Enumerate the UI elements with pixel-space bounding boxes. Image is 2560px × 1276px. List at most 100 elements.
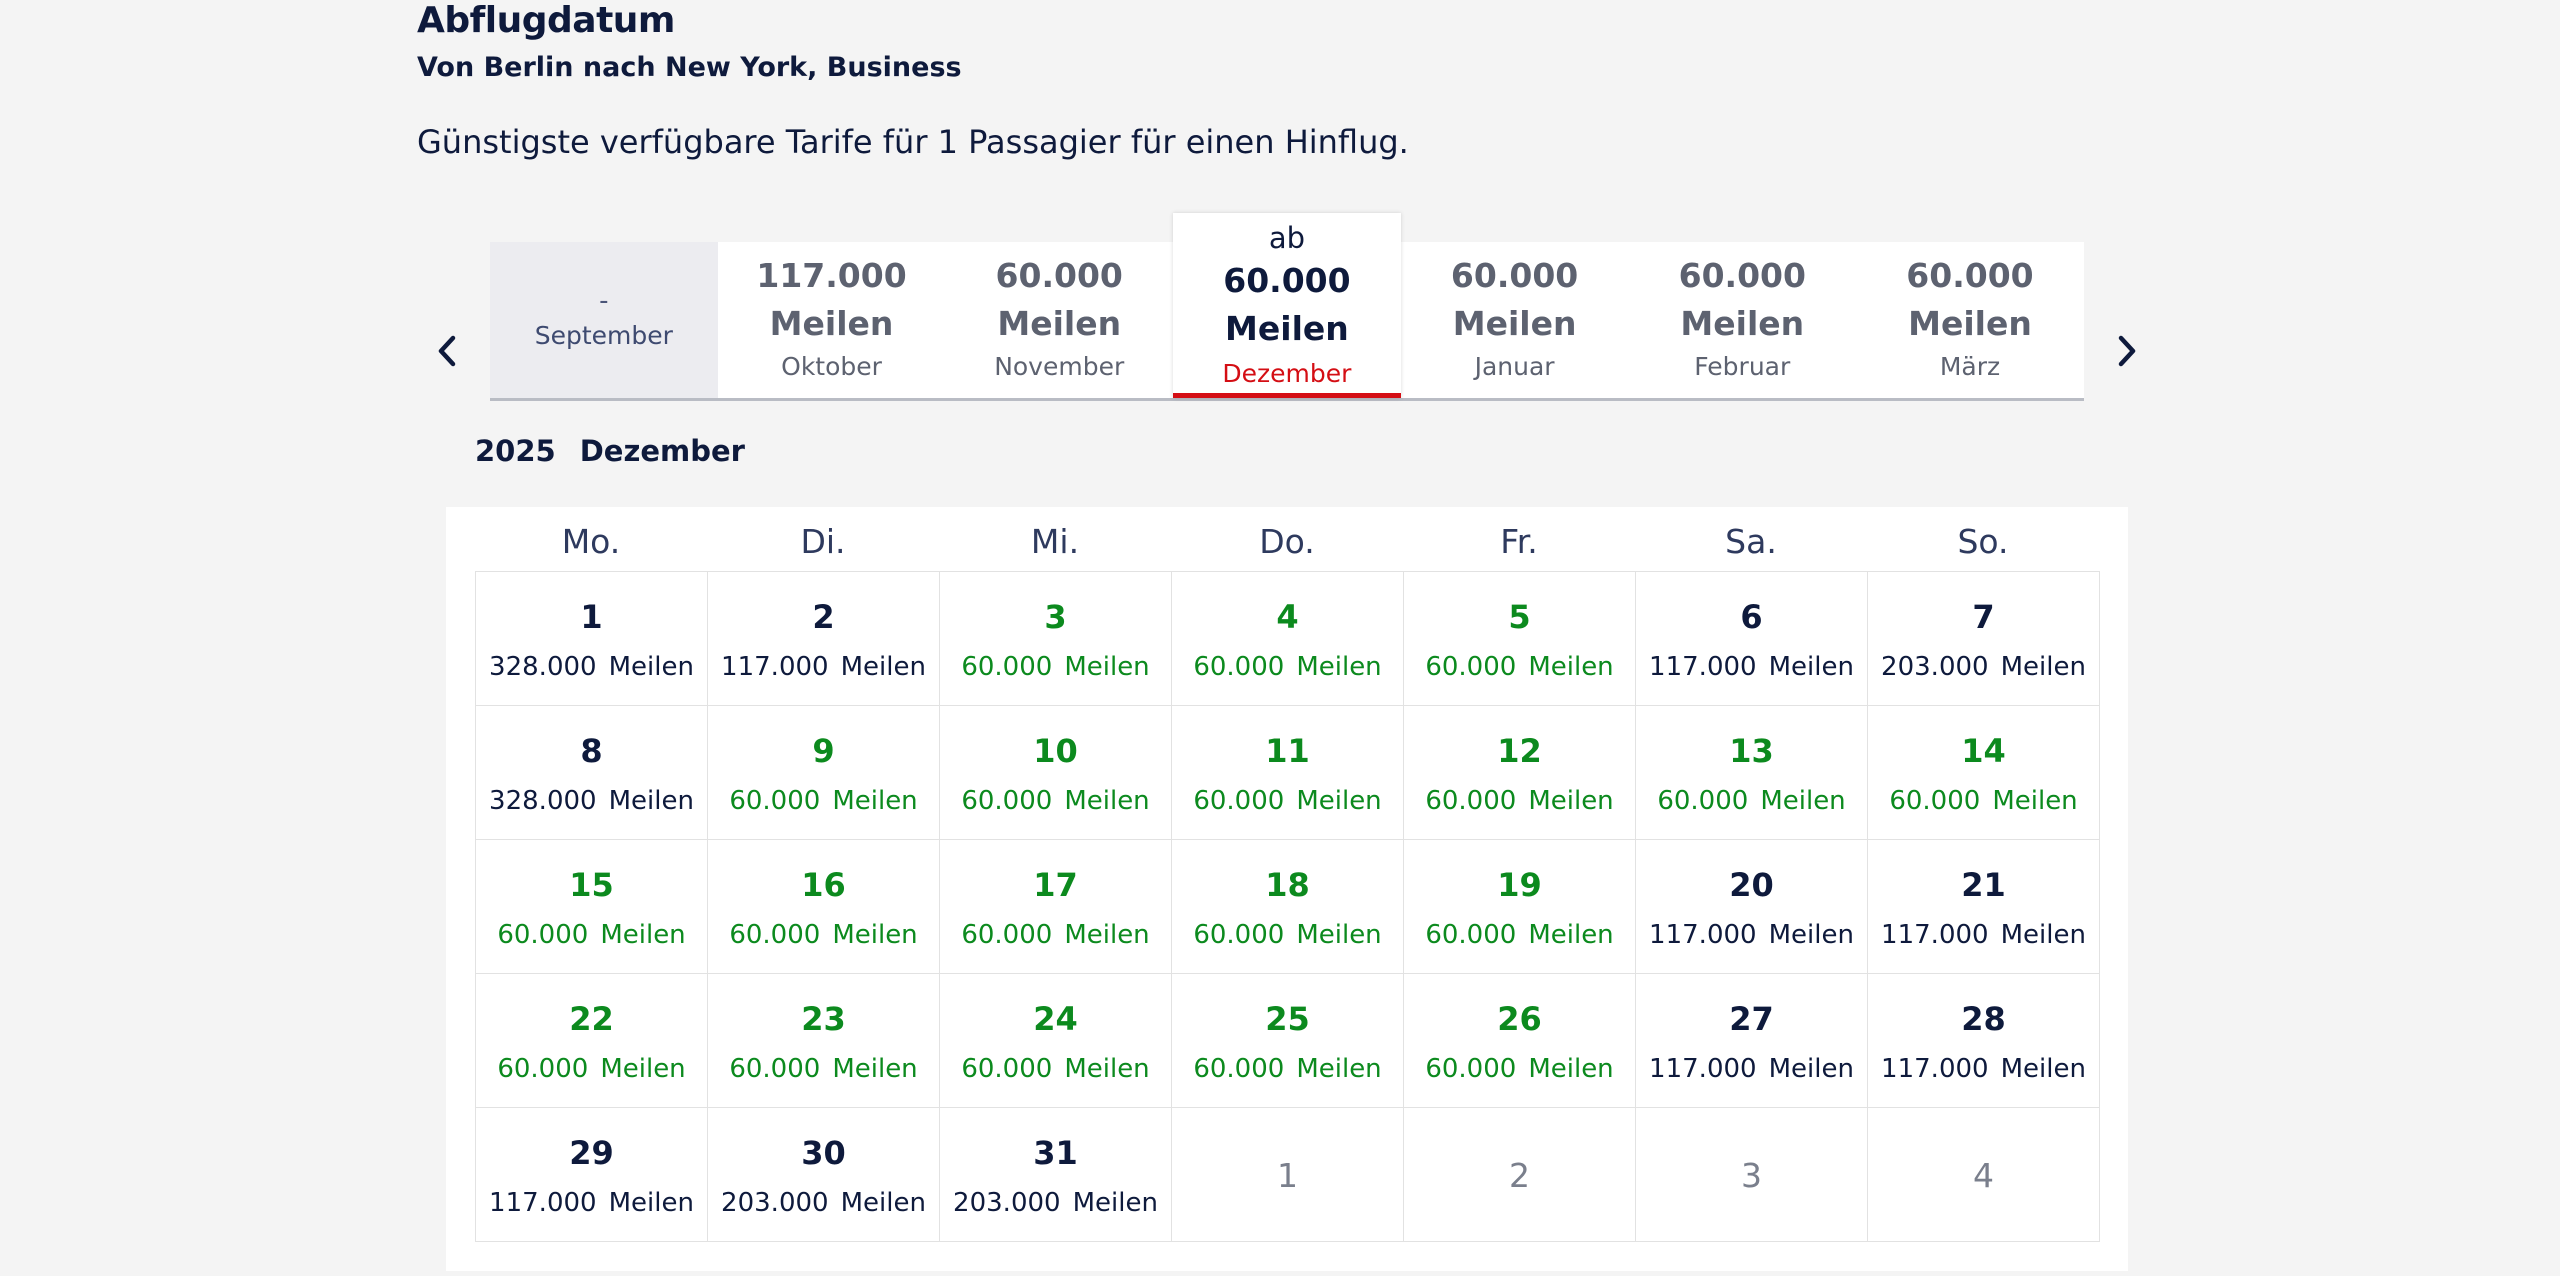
- month-name: Oktober: [781, 352, 882, 381]
- route-subtitle: Von Berlin nach New York, Business: [417, 52, 962, 83]
- weekday-label: Mo.: [561, 522, 621, 561]
- month-tab-oktober[interactable]: 117.000 Meilen Oktober: [718, 242, 946, 398]
- calendar-day-cell[interactable]: 21 117.000 Meilen: [1868, 840, 2100, 974]
- calendar-day-cell[interactable]: 11 60.000 Meilen: [1172, 706, 1404, 840]
- day-price-unit: Meilen: [2000, 652, 2086, 682]
- month-tab-februar[interactable]: 60.000 Meilen Februar: [1628, 242, 1856, 398]
- calendar-day-cell[interactable]: 1 328.000 Meilen: [476, 572, 708, 706]
- day-price-unit: Meilen: [1992, 786, 2078, 816]
- calendar-day-cell[interactable]: 10 60.000 Meilen: [940, 706, 1172, 840]
- weekday-label: Di.: [800, 522, 846, 561]
- calendar-day-cell[interactable]: 29 117.000 Meilen: [476, 1108, 708, 1242]
- calendar-day-cell[interactable]: 7 203.000 Meilen: [1868, 572, 2100, 706]
- next-months-button[interactable]: [2112, 331, 2142, 371]
- calendar-grid: 1 328.000 Meilen 2 117.000 Meilen 3 60.000 Meile…: [475, 571, 2100, 1242]
- calendar-day-cell[interactable]: 28 117.000 Meilen: [1868, 974, 2100, 1108]
- day-number: 13: [1729, 732, 1774, 770]
- calendar-day-cell[interactable]: 8 328.000 Meilen: [476, 706, 708, 840]
- calendar-day-cell[interactable]: 22 60.000 Meilen: [476, 974, 708, 1108]
- month-tab-januar[interactable]: 60.000 Meilen Januar: [1401, 242, 1629, 398]
- month-name: Dezember: [1222, 359, 1352, 388]
- day-price-unit: Meilen: [832, 1054, 918, 1084]
- day-number: 22: [569, 1000, 614, 1038]
- day-price-unit: Meilen: [2000, 920, 2086, 950]
- day-price-value: 60.000: [729, 920, 821, 950]
- day-price: 60.000 Meilen: [1404, 786, 1635, 816]
- day-price: 60.000 Meilen: [708, 1054, 939, 1084]
- day-price: 60.000 Meilen: [940, 786, 1171, 816]
- calendar-day-cell[interactable]: 27 117.000 Meilen: [1636, 974, 1868, 1108]
- calendar-day-cell[interactable]: 30 203.000 Meilen: [708, 1108, 940, 1242]
- month-price-unit: Meilen: [997, 304, 1122, 343]
- chevron-left-icon: [438, 335, 456, 367]
- calendar-day-cell[interactable]: 5 60.000 Meilen: [1404, 572, 1636, 706]
- day-price: 60.000 Meilen: [940, 1054, 1171, 1084]
- next-month-day-cell: 1: [1172, 1108, 1404, 1242]
- day-price: 60.000 Meilen: [1404, 1054, 1635, 1084]
- day-price-value: 60.000: [1193, 652, 1285, 682]
- month-name: März: [1939, 352, 2001, 381]
- calendar-day-cell[interactable]: 19 60.000 Meilen: [1404, 840, 1636, 974]
- day-price-unit: Meilen: [832, 786, 918, 816]
- day-price-value: 60.000: [1889, 786, 1981, 816]
- day-price-value: 60.000: [961, 786, 1053, 816]
- calendar-day-cell[interactable]: 2 117.000 Meilen: [708, 572, 940, 706]
- calendar-day-cell[interactable]: 14 60.000 Meilen: [1868, 706, 2100, 840]
- calendar-year: 2025: [475, 434, 556, 468]
- day-number: 27: [1729, 1000, 1774, 1038]
- day-number: 29: [569, 1134, 614, 1172]
- calendar-day-cell[interactable]: 9 60.000 Meilen: [708, 706, 940, 840]
- day-price: 60.000 Meilen: [1868, 786, 2099, 816]
- calendar-day-cell[interactable]: 12 60.000 Meilen: [1404, 706, 1636, 840]
- calendar-day-cell[interactable]: 24 60.000 Meilen: [940, 974, 1172, 1108]
- day-price-value: 60.000: [961, 920, 1053, 950]
- calendar-day-cell[interactable]: 4 60.000 Meilen: [1172, 572, 1404, 706]
- calendar-day-cell[interactable]: 3 60.000 Meilen: [940, 572, 1172, 706]
- month-price: 60.000: [1678, 256, 1806, 295]
- calendar-day-cell[interactable]: 16 60.000 Meilen: [708, 840, 940, 974]
- day-price: 117.000 Meilen: [708, 652, 939, 682]
- day-price: 60.000 Meilen: [708, 786, 939, 816]
- day-price-value: 60.000: [1425, 786, 1517, 816]
- previous-months-button[interactable]: [432, 331, 462, 371]
- calendar-day-cell[interactable]: 31 203.000 Meilen: [940, 1108, 1172, 1242]
- day-price-value: 117.000: [721, 652, 829, 682]
- day-price-unit: Meilen: [1528, 786, 1614, 816]
- month-tab-maerz[interactable]: 60.000 Meilen März: [1856, 242, 2084, 398]
- day-number: 12: [1497, 732, 1542, 770]
- day-price-value: 60.000: [497, 920, 589, 950]
- calendar-day-cell[interactable]: 23 60.000 Meilen: [708, 974, 940, 1108]
- day-price-unit: Meilen: [1768, 920, 1854, 950]
- month-price: -: [599, 286, 609, 316]
- day-price-unit: Meilen: [1296, 920, 1382, 950]
- month-tab-november[interactable]: 60.000 Meilen November: [945, 242, 1173, 398]
- day-price-unit: Meilen: [1296, 1054, 1382, 1084]
- weekday-label: So.: [1957, 522, 2009, 561]
- day-number: 10: [1033, 732, 1078, 770]
- day-number: 30: [801, 1134, 846, 1172]
- day-number: 17: [1033, 866, 1078, 904]
- month-price-unit: Meilen: [1908, 304, 2032, 343]
- month-name: Januar: [1474, 352, 1555, 381]
- day-price: 60.000 Meilen: [1172, 786, 1403, 816]
- day-number: 31: [1033, 1134, 1078, 1172]
- day-price-unit: Meilen: [1768, 652, 1854, 682]
- day-price: 60.000 Meilen: [476, 920, 707, 950]
- day-price-unit: Meilen: [600, 920, 686, 950]
- calendar-day-cell[interactable]: 26 60.000 Meilen: [1404, 974, 1636, 1108]
- day-number: 1: [580, 598, 603, 636]
- month-tab-dezember[interactable]: ab 60.000 Meilen Dezember: [1173, 213, 1401, 398]
- day-number: 7: [1972, 598, 1995, 636]
- calendar-day-cell[interactable]: 18 60.000 Meilen: [1172, 840, 1404, 974]
- calendar-panel: [446, 507, 2128, 1271]
- calendar-day-cell[interactable]: 20 117.000 Meilen: [1636, 840, 1868, 974]
- month-price: 60.000: [995, 256, 1123, 295]
- day-price-value: 117.000: [1881, 920, 1989, 950]
- calendar-day-cell[interactable]: 15 60.000 Meilen: [476, 840, 708, 974]
- calendar-day-cell[interactable]: 13 60.000 Meilen: [1636, 706, 1868, 840]
- month-price-unit: Meilen: [1680, 304, 1805, 343]
- calendar-day-cell[interactable]: 25 60.000 Meilen: [1172, 974, 1404, 1108]
- calendar-day-cell[interactable]: 17 60.000 Meilen: [940, 840, 1172, 974]
- month-price: 60.000: [1223, 261, 1351, 300]
- calendar-day-cell[interactable]: 6 117.000 Meilen: [1636, 572, 1868, 706]
